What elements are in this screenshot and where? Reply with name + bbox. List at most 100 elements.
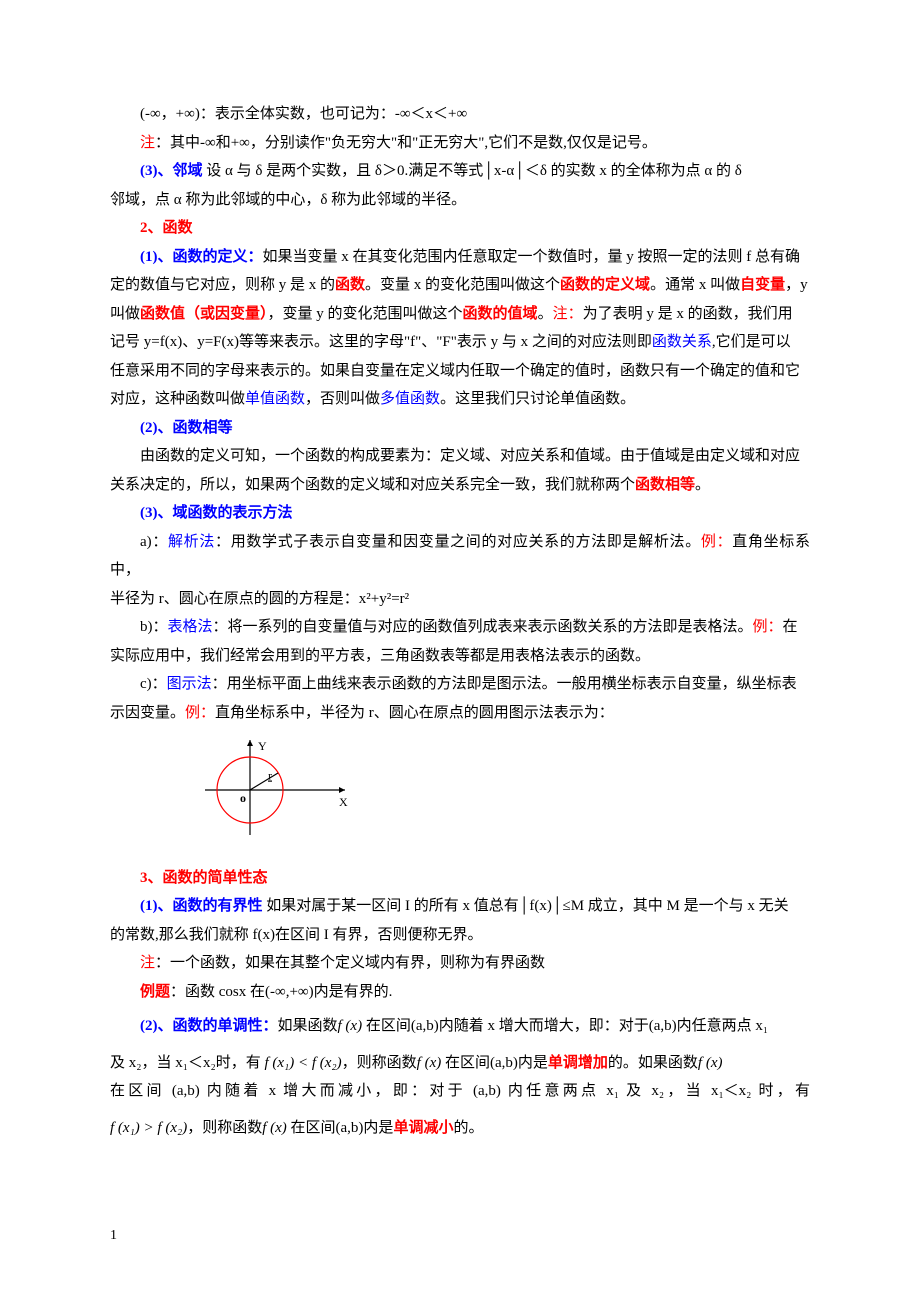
sec2-s1-line3: 叫做函数值（或因变量），变量 y 的变化范围叫做这个函数的值域。注：为了表明 y…	[110, 300, 810, 329]
s1-label: (1)、函数的定义：	[140, 249, 263, 265]
intro-note: 注：其中-∞和+∞，分别读作"负无穷大"和"正无穷大",它们不是数,仅仅是记号。	[110, 129, 810, 158]
intro-s3-line2: 邻域，点 α 称为此邻域的中心，δ 称为此邻域的半径。	[110, 186, 810, 215]
s1-t1: 如果当变量 x 在其变化范围内任意取定一个数值时，量 y 按照一定的法则 f 总…	[263, 249, 801, 265]
t6c: ，否则叫做	[305, 391, 380, 407]
s3c-label: 图示法	[167, 676, 212, 692]
mono-inc: 单调增加	[548, 1055, 608, 1071]
t6e: 。这里我们只讨论单值函数。	[440, 391, 635, 407]
ineq1: f (x₁) < f (x₂)	[264, 1055, 341, 1071]
sec2-s3a-line1: a)：解析法：用数学式子表示自变量和因变量之间的对应关系的方法即是解析法。例：直…	[110, 528, 810, 585]
sec2-s3b-line2: 实际应用中，我们经常会用到的平方表，三角函数表等都是用表格法表示的函数。	[110, 642, 810, 671]
sec2-s1-line5: 任意采用不同的字母来表示的。如果自变量在定义域内任取一个确定的值时，函数只有一个…	[110, 357, 810, 386]
sec2-s1-line1: (1)、函数的定义：如果当变量 x 在其变化范围内任意取定一个数值时，量 y 按…	[110, 243, 810, 272]
note-text: ：其中-∞和+∞，分别读作"负无穷大"和"正无穷大",它们不是数,仅仅是记号。	[155, 135, 657, 151]
page-number: 1	[110, 1223, 117, 1250]
s3b-t1b: ：将一系列的自变量值与对应的函数值列成表来表示函数关系的方法即是表格法。	[213, 619, 753, 635]
s3-text1: 设 α 与 δ 是两个实数，且 δ＞0.满足不等式│x-α│＜δ 的实数 x 的…	[203, 163, 742, 179]
t2c: 。变量 x 的变化范围叫做这个	[365, 277, 560, 293]
note-label: 注	[140, 135, 155, 151]
s3a-label: 解析法	[168, 534, 215, 550]
sec3-s2-label: (2)、函数的单调性：	[140, 1018, 278, 1034]
circle-diagram: X Yo r	[200, 735, 810, 856]
svg-text:r: r	[268, 769, 272, 783]
sec3-s1-line2: 的常数,那么我们就称 f(x)在区间 I 有界，否则便称无界。	[110, 921, 810, 950]
sec3-example: 例题：函数 cosx 在(-∞,+∞)内是有界的.	[110, 978, 810, 1007]
sec3-s2-t2b: ，则称函数	[342, 1055, 417, 1071]
t3e: 。	[538, 306, 553, 322]
sec2-s1-line2: 定的数值与它对应，则称 y 是 x 的函数。变量 x 的变化范围叫做这个函数的定…	[110, 271, 810, 300]
s3a-t1b: ：用数学式子表示自变量和因变量之间的对应关系的方法即是解析法。	[215, 534, 701, 550]
t3a: 叫做	[110, 306, 140, 322]
intro-s3-line1: (3)、邻域 设 α 与 δ 是两个实数，且 δ＞0.满足不等式│x-α│＜δ …	[110, 157, 810, 186]
sec3-s2-t2d: 的。如果函数	[608, 1055, 698, 1071]
sec3-s1-t1: 如果对属于某一区间 I 的所有 x 值总有│f(x)│≤M 成立，其中 M 是一…	[263, 898, 789, 914]
sec3-ex-text: ：函数 cosx 在(-∞,+∞)内是有界的.	[170, 984, 392, 1000]
sec2-s3c-line2: 示因变量。例：直角坐标系中，半径为 r、圆心在原点的圆用图示法表示为：	[110, 699, 810, 728]
sec3-ex-label: 例题	[140, 984, 170, 1000]
sec3-s2-line2: 及 x₂，当 x₁＜x₂时，有 f (x₁) < f (x₂)，则称函数f (x…	[110, 1049, 810, 1078]
sec3-note-label: 注	[140, 955, 155, 971]
sec2-s3a-line2: 半径为 r、圆心在原点的圆的方程是：x²+y²=r²	[110, 585, 810, 614]
sec3-title: 3、函数的简单性态	[110, 864, 810, 893]
s2t2c: 。	[695, 477, 710, 493]
sec3-s2-t1a: 如果函数	[278, 1018, 338, 1034]
svg-text:o: o	[240, 791, 246, 805]
sec3-s2-t4b: 在区间(a,b)内是	[287, 1120, 394, 1136]
sec3-s2-t4c: 的。	[453, 1120, 483, 1136]
svg-text:Y: Y	[258, 739, 267, 753]
t6d: 多值函数	[380, 391, 440, 407]
sec2-s2-label: (2)、函数相等	[110, 414, 810, 443]
t2d: 函数的定义域	[560, 277, 650, 293]
sec3-s2-line3: 在区间 (a,b) 内随着 x 增大而减小，即：对于 (a,b) 内任意两点 x…	[110, 1077, 810, 1106]
intro-line-1: (-∞，+∞)：表示全体实数，也可记为：-∞＜x＜+∞	[110, 100, 810, 129]
t4b: 函数关系	[652, 334, 712, 350]
s2t2b: 函数相等	[635, 477, 695, 493]
sec3-title-text: 3、函数的简单性态	[140, 870, 268, 886]
circle-svg: X Yo r	[200, 735, 360, 845]
fx-4: f (x)	[262, 1120, 287, 1136]
ineq2: f (x₁) > f (x₂)	[110, 1120, 187, 1136]
sec2-s3c-line1: c)：图示法：用坐标平面上曲线来表示函数的方法即是图示法。一般用横坐标表示自变量…	[110, 670, 810, 699]
s3b-t1a: b)：	[140, 619, 168, 635]
t3d: 函数的值域	[463, 306, 538, 322]
t2e: 。通常 x 叫做	[650, 277, 740, 293]
t6b: 单值函数	[245, 391, 305, 407]
fx-1: f (x)	[338, 1018, 363, 1034]
s3c-t1a: c)：	[140, 676, 167, 692]
fx-2: f (x)	[417, 1055, 442, 1071]
t2f: 自变量	[740, 277, 785, 293]
s3b-t1c: 在	[783, 619, 798, 635]
t3f: 注：	[553, 306, 583, 322]
sec2-s2-line2: 关系决定的，所以，如果两个函数的定义域和对应关系完全一致，我们就称两个函数相等。	[110, 471, 810, 500]
sec3-note: 注：一个函数，如果在其整个定义域内有界，则称为有界函数	[110, 949, 810, 978]
sec3-s1-line1: (1)、函数的有界性 如果对属于某一区间 I 的所有 x 值总有│f(x)│≤M…	[110, 892, 810, 921]
s2-label: (2)、函数相等	[140, 420, 233, 436]
sec3-s2-t1b: 在区间(a,b)内随着 x 增大而增大，即：对于(a,b)内任意两点 x₁	[362, 1018, 768, 1034]
s3-label2: (3)、域函数的表示方法	[140, 505, 293, 521]
sec3-s1-label: (1)、函数的有界性	[140, 898, 263, 914]
s3b-ex: 例：	[753, 619, 783, 635]
s3c-t2a: 示因变量。	[110, 705, 185, 721]
sec2-title: 2、函数	[110, 214, 810, 243]
sec2-s1-line4: 记号 y=f(x)、y=F(x)等等来表示。这里的字母"f"、"F"表示 y 与…	[110, 328, 810, 357]
s2t2a: 关系决定的，所以，如果两个函数的定义域和对应关系完全一致，我们就称两个	[110, 477, 635, 493]
mono-dec: 单调减小	[393, 1120, 453, 1136]
s3c-t1b: ：用坐标平面上曲线来表示函数的方法即是图示法。一般用横坐标表示自变量，纵坐标表	[212, 676, 797, 692]
sec2-s3b-line1: b)：表格法：将一系列的自变量值与对应的函数值列成表来表示函数关系的方法即是表格…	[110, 613, 810, 642]
s3b-label: 表格法	[168, 619, 213, 635]
t3b: 函数值（或因变量）	[140, 306, 268, 322]
sec3-s2-t4a: ，则称函数	[187, 1120, 262, 1136]
sec2-s1-line6: 对应，这种函数叫做单值函数，否则叫做多值函数。这里我们只讨论单值函数。	[110, 385, 810, 414]
s3c-ex: 例：	[185, 705, 215, 721]
t6a: 对应，这种函数叫做	[110, 391, 245, 407]
sec3-s2-line1: (2)、函数的单调性：如果函数f (x) 在区间(a,b)内随着 x 增大而增大…	[110, 1012, 810, 1041]
s3c-t2b: 直角坐标系中，半径为 r、圆心在原点的圆用图示法表示为：	[215, 705, 614, 721]
t3c: ，变量 y 的变化范围叫做这个	[268, 306, 463, 322]
s3-label: (3)、邻域	[140, 163, 203, 179]
t4c: ,它们是可以	[712, 334, 791, 350]
t3g: 为了表明 y 是 x 的函数，我们用	[583, 306, 793, 322]
svg-text:X: X	[339, 795, 348, 809]
t2g: ，y	[785, 277, 808, 293]
sec2-title-text: 2、函数	[140, 220, 193, 236]
t2a: 定的数值与它对应，则称 y 是 x 的	[110, 277, 335, 293]
